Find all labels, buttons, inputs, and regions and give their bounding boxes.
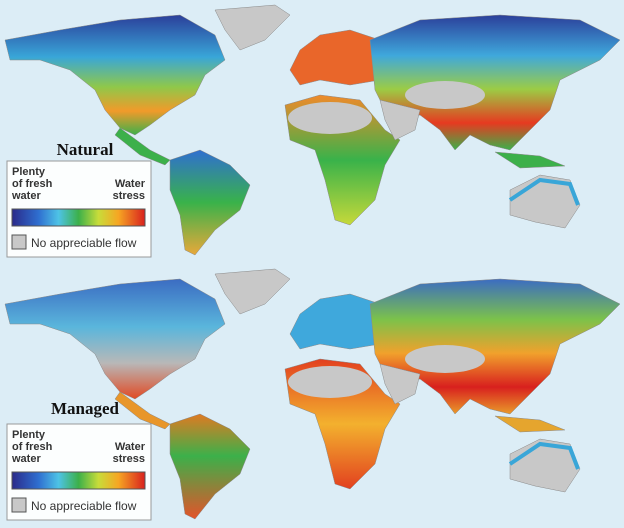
legend-high-label: stress: [113, 453, 145, 465]
legend-low-label: Plenty: [12, 429, 46, 441]
desert: [288, 102, 372, 134]
panel-title: Natural: [57, 140, 114, 159]
landmass: [214, 4, 291, 51]
coast: [508, 441, 580, 470]
landmass: [169, 149, 251, 256]
no-flow-swatch: [11, 497, 27, 513]
landmass: [379, 363, 421, 405]
color-scale: [11, 208, 146, 227]
legend-low-label: water: [11, 453, 41, 465]
desert: [288, 366, 372, 398]
landmass: [169, 413, 251, 520]
color-scale: [11, 471, 146, 490]
desert: [405, 81, 485, 109]
coast: [508, 177, 580, 206]
panel-title: Managed: [51, 399, 120, 418]
landmass: [379, 99, 421, 141]
legend-low-label: water: [11, 190, 41, 202]
no-flow-label: No appreciable flow: [31, 499, 137, 513]
landmass: [494, 415, 566, 433]
landmass: [4, 278, 226, 400]
legend-high-label: stress: [113, 190, 145, 202]
no-flow-swatch: [11, 234, 27, 250]
legend-low-label: Plenty: [12, 166, 46, 178]
landmass: [114, 391, 171, 430]
legend-low-label: of fresh: [12, 178, 53, 190]
legend-high-label: Water: [115, 441, 146, 453]
landmass: [114, 127, 171, 166]
landmass: [214, 268, 291, 315]
no-flow-label: No appreciable flow: [31, 236, 137, 250]
desert: [405, 345, 485, 373]
legend-low-label: of fresh: [12, 441, 53, 453]
landmass: [289, 29, 381, 86]
landmass: [494, 151, 566, 169]
legend-high-label: Water: [115, 178, 146, 190]
landmass: [289, 293, 381, 350]
landmass: [4, 14, 226, 136]
